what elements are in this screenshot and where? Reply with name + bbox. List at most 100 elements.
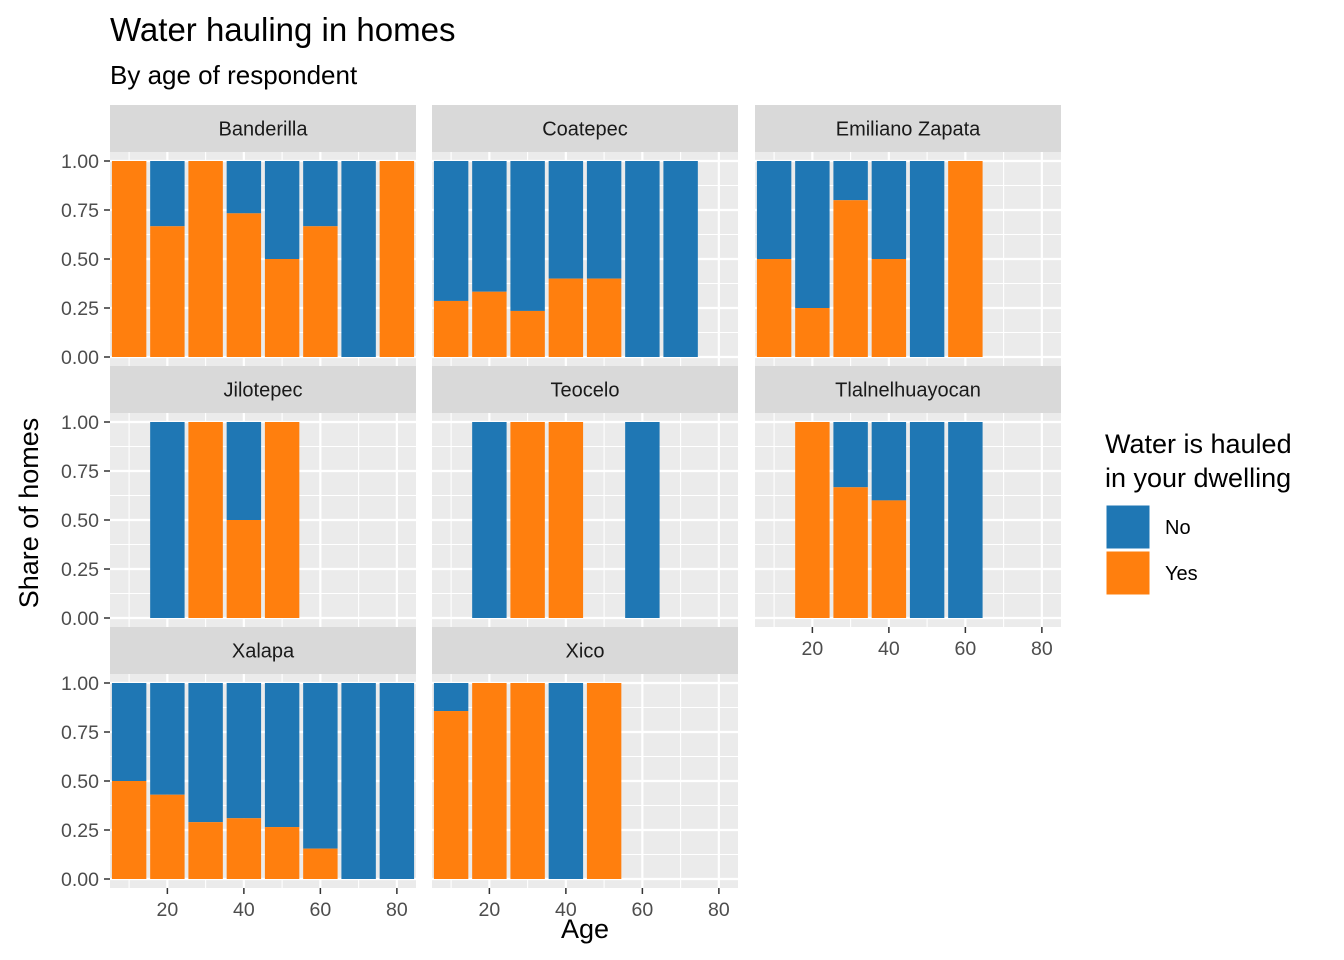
bar-no-age-40 xyxy=(871,422,907,501)
facet-strip xyxy=(755,105,1061,152)
bar-no-age-80 xyxy=(379,683,415,879)
facet-strip xyxy=(432,366,738,413)
bar-yes-age-40 xyxy=(226,213,262,357)
facet-strip xyxy=(432,105,738,152)
bar-yes-age-10 xyxy=(433,711,469,879)
bar-no-age-40 xyxy=(548,161,584,279)
bar-yes-age-40 xyxy=(226,818,262,879)
legend: Water is hauled in your dwelling No Yes xyxy=(1105,429,1292,596)
facet-panel-xalapa: Xalapa 0.00 0.25 0.50 0.75 1.00 20 40 60 80 xyxy=(61,627,416,921)
y-tick-label: 0.00 xyxy=(61,608,99,630)
bar-yes-age-20 xyxy=(472,291,507,357)
y-tick-label: 1.00 xyxy=(61,151,99,173)
x-tick-label: 40 xyxy=(555,899,577,921)
facet-strip-label: Jilotepec xyxy=(224,380,303,402)
legend-title-line-2: in your dwelling xyxy=(1105,463,1291,493)
y-tick-label: 0.00 xyxy=(61,869,99,891)
bar-yes-age-10 xyxy=(433,300,469,357)
x-tick-label: 20 xyxy=(157,899,179,921)
bar-yes-age-30 xyxy=(188,422,223,618)
bar-no-age-20 xyxy=(150,161,185,227)
y-tick-label: 0.50 xyxy=(61,510,99,532)
bar-no-age-20 xyxy=(472,161,507,292)
y-tick-label: 1.00 xyxy=(61,673,99,695)
bar-yes-age-20 xyxy=(472,683,507,879)
bar-no-age-20 xyxy=(472,422,507,618)
y-tick-label: 0.25 xyxy=(61,820,99,842)
bar-no-age-50 xyxy=(264,683,300,828)
facet-strip-label: Coatepec xyxy=(542,119,628,141)
x-tick-label: 20 xyxy=(802,638,824,660)
bar-no-age-10 xyxy=(111,683,147,781)
bar-yes-age-80 xyxy=(379,161,415,357)
bar-yes-age-10 xyxy=(756,259,792,357)
bar-no-age-20 xyxy=(795,161,830,308)
bar-no-age-40 xyxy=(226,161,262,214)
y-axis-title: Share of homes xyxy=(14,418,44,609)
bar-yes-age-60 xyxy=(948,161,983,357)
x-tick-label: 80 xyxy=(708,899,730,921)
bar-yes-age-10 xyxy=(111,161,147,357)
bar-no-age-60 xyxy=(303,683,338,849)
bar-yes-age-40 xyxy=(226,520,262,618)
legend-key-yes xyxy=(1105,550,1151,596)
y-tick-label: 1.00 xyxy=(61,412,99,434)
y-tick-label: 0.25 xyxy=(61,559,99,581)
bar-yes-age-60 xyxy=(303,226,338,357)
x-tick-label: 60 xyxy=(632,899,654,921)
bar-no-age-40 xyxy=(871,161,907,259)
bar-no-age-40 xyxy=(226,422,262,520)
facet-strip-label: Tlalnelhuayocan xyxy=(835,380,981,402)
bar-no-age-40 xyxy=(226,683,262,819)
facet-strip xyxy=(432,627,738,674)
legend-key-no xyxy=(1105,504,1151,550)
bar-yes-age-30 xyxy=(833,200,868,357)
facet-panel-emiliano-zapata: Emiliano Zapata xyxy=(755,105,1061,366)
y-tick-label: 0.00 xyxy=(61,347,99,369)
facet-panel-jilotepec: Jilotepec 0.00 0.25 0.50 0.75 1.00 xyxy=(61,366,416,630)
bar-yes-age-30 xyxy=(510,422,545,618)
bar-yes-age-20 xyxy=(795,422,830,618)
chart-subtitle: By age of respondent xyxy=(110,60,358,90)
x-axis-title: Age xyxy=(561,914,609,944)
bar-yes-age-30 xyxy=(510,683,545,879)
y-tick-label: 0.50 xyxy=(61,771,99,793)
facet-strip-label: Banderilla xyxy=(219,119,309,141)
bar-yes-age-40 xyxy=(871,259,907,357)
bar-yes-age-30 xyxy=(833,487,868,618)
bar-no-age-50 xyxy=(909,161,945,357)
bar-no-age-60 xyxy=(625,161,660,357)
bar-no-age-50 xyxy=(586,161,622,279)
bar-no-age-20 xyxy=(150,422,185,618)
bar-yes-age-40 xyxy=(548,422,584,618)
facet-panel-banderilla: Banderilla 0.00 0.25 0.50 0.75 1.00 xyxy=(61,105,416,369)
bar-yes-age-50 xyxy=(264,827,300,879)
facet-panel-xico: Xico 20 40 60 80 xyxy=(432,627,738,921)
bar-no-age-60 xyxy=(948,422,983,618)
facet-panel-coatepec: Coatepec xyxy=(432,105,738,366)
facet-panel-teocelo: Teocelo xyxy=(432,366,738,627)
x-tick-label: 60 xyxy=(310,899,332,921)
bar-no-age-50 xyxy=(264,161,300,259)
bar-no-age-70 xyxy=(341,161,376,357)
bar-yes-age-50 xyxy=(264,422,300,618)
facet-strip xyxy=(110,627,416,674)
facet-strip-label: Emiliano Zapata xyxy=(836,119,981,141)
bar-no-age-30 xyxy=(833,161,868,201)
legend-title-line-1: Water is hauled xyxy=(1105,429,1292,459)
x-tick-label: 80 xyxy=(1031,638,1053,660)
facet-panels: Banderilla 0.00 0.25 0.50 0.75 1.00 Coatepec Em… xyxy=(61,105,1061,921)
bar-yes-age-20 xyxy=(795,308,830,357)
bar-no-age-30 xyxy=(510,161,545,311)
facet-strip-label: Teocelo xyxy=(551,380,620,402)
bar-no-age-10 xyxy=(433,683,469,712)
bar-no-age-30 xyxy=(188,683,223,823)
facet-strip xyxy=(110,366,416,413)
bar-no-age-30 xyxy=(833,422,868,488)
bar-yes-age-50 xyxy=(586,683,622,879)
chart-title: Water hauling in homes xyxy=(110,11,455,48)
bar-yes-age-60 xyxy=(303,848,338,879)
bar-yes-age-10 xyxy=(111,781,147,879)
x-tick-label: 80 xyxy=(386,899,408,921)
